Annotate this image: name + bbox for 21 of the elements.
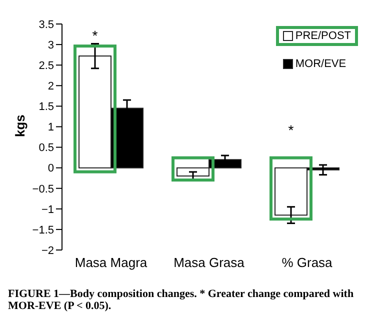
- annotation: *: [288, 122, 294, 138]
- legend-label: PRE/POST: [295, 30, 351, 42]
- x-tick-label: Masa Magra: [74, 255, 148, 270]
- y-tick-label: 0.5: [38, 142, 54, 154]
- y-tick-label: −0.5: [32, 183, 54, 196]
- y-tick-label: 2: [48, 80, 54, 93]
- caption: FIGURE 1—Body composition changes. * Greater change compared with MOR-EVE (P < 0.05).: [8, 288, 355, 312]
- y-tick-label: −2: [41, 244, 54, 257]
- y-tick-label: 2.5: [38, 60, 54, 72]
- y-tick-label: 3.5: [38, 18, 54, 31]
- y-tick-label: 1.5: [38, 101, 54, 114]
- y-tick-label: −1: [41, 204, 54, 216]
- x-tick-label: Masa Grasa: [174, 255, 246, 270]
- y-tick-label: 1: [48, 122, 54, 134]
- y-tick-label: 3: [48, 39, 54, 52]
- y-axis-title: kgs: [12, 114, 28, 137]
- x-tick-label: % Grasa: [282, 255, 334, 270]
- y-tick-label: 0: [48, 162, 54, 175]
- y-tick-label: −1.5: [32, 224, 54, 236]
- legend-label: MOR/EVE: [295, 58, 346, 70]
- annotation: *: [92, 27, 98, 44]
